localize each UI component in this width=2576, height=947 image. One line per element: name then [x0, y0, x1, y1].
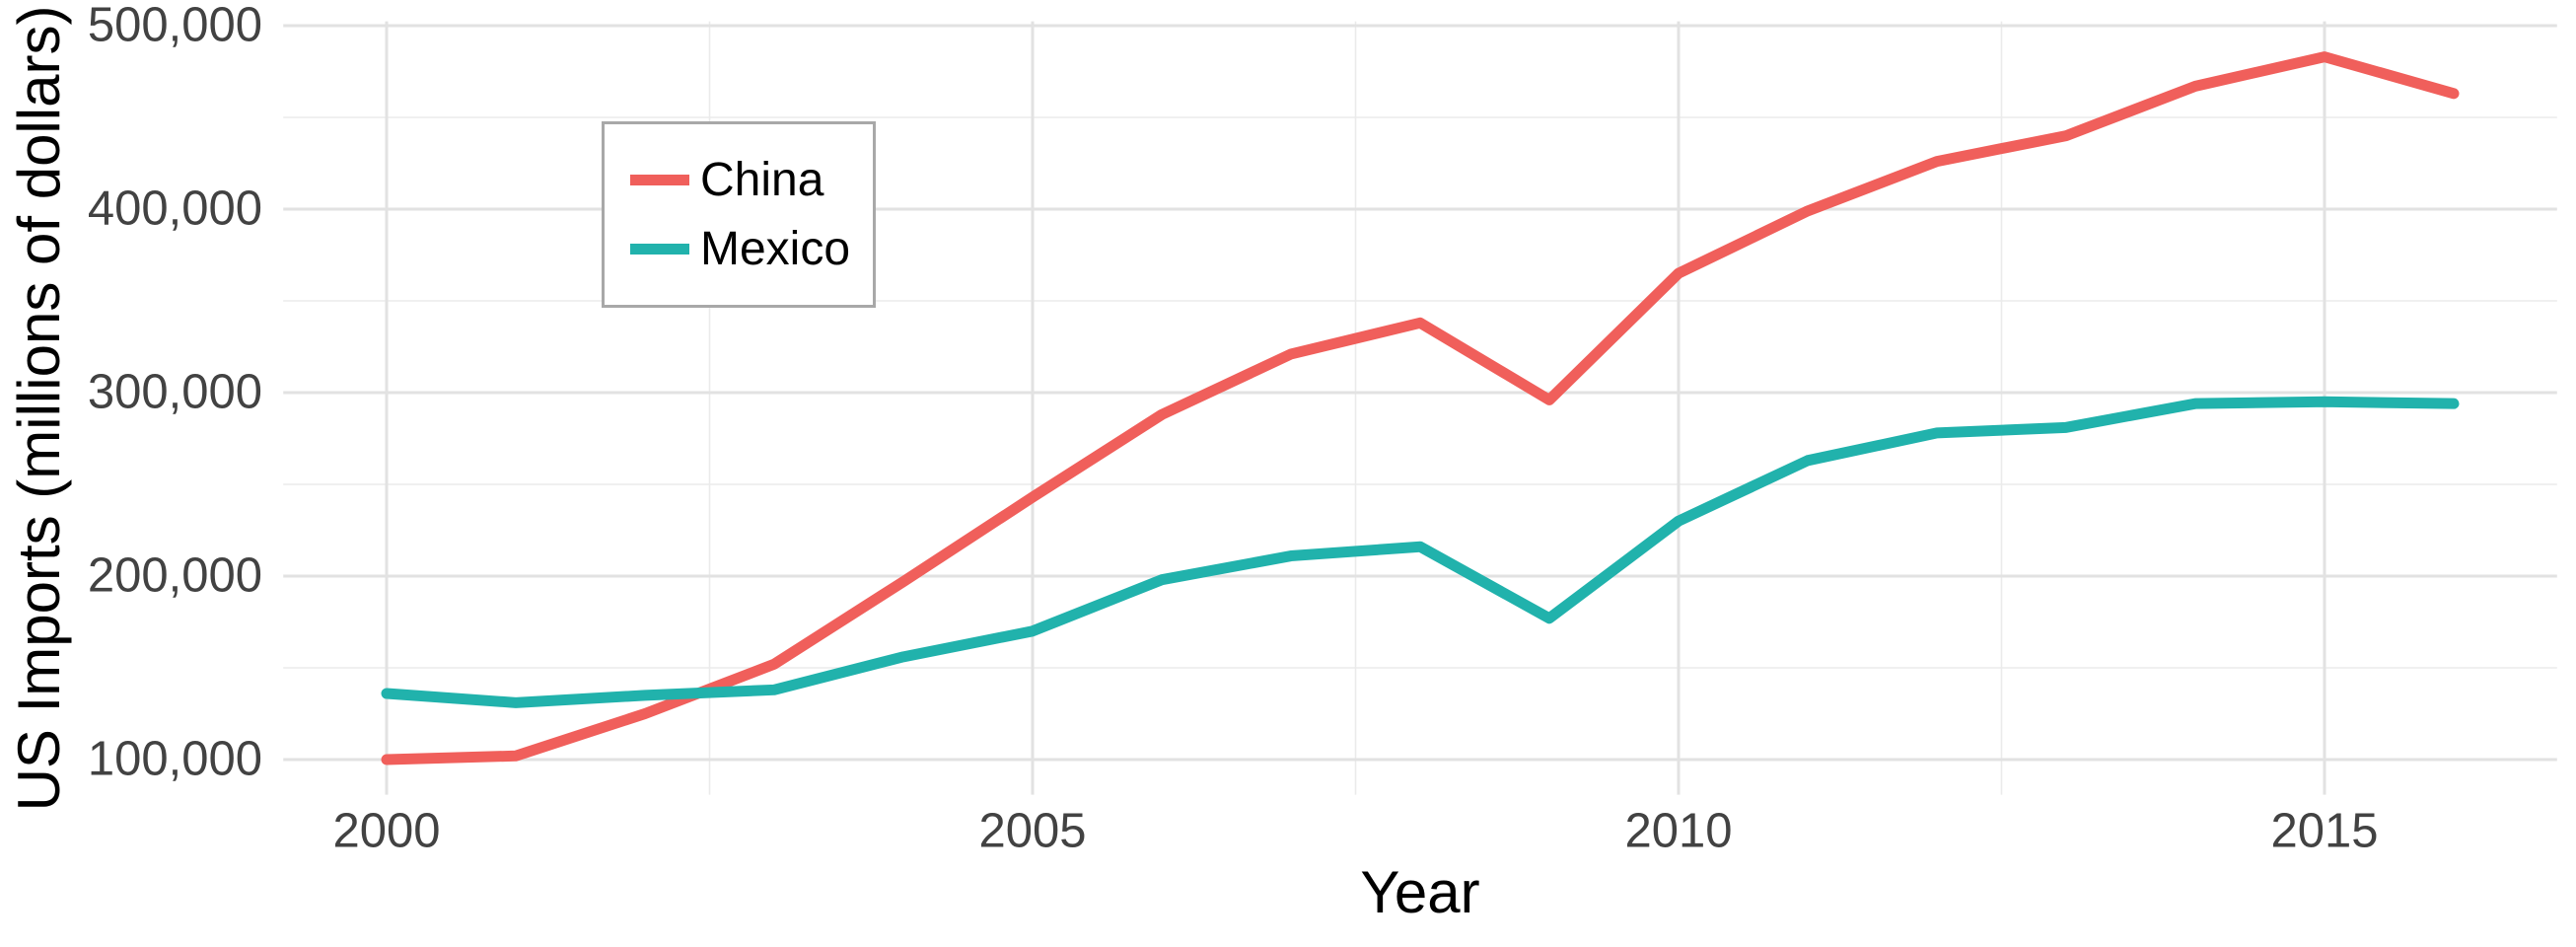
y-tick-label: 500,000 — [87, 0, 262, 52]
legend-label: Mexico — [700, 222, 851, 275]
x-tick-label: 2000 — [332, 804, 441, 858]
legend-swatch-icon — [630, 244, 689, 255]
legend-item-china: China — [630, 146, 873, 215]
x-tick-label: 2005 — [978, 804, 1087, 858]
x-tick-label: 2015 — [2270, 804, 2379, 858]
y-tick-label: 200,000 — [87, 548, 262, 603]
y-tick-label: 300,000 — [87, 365, 262, 419]
y-axis-title: US Imports (millions of dollars) — [6, 5, 72, 812]
legend-label: China — [700, 153, 824, 206]
data-series-lines — [381, 51, 2460, 765]
legend-item-mexico: Mexico — [630, 215, 873, 284]
legend-swatch-icon — [630, 175, 689, 185]
series-line-mexico — [381, 396, 2460, 708]
series-line-china — [381, 51, 2460, 765]
x-tick-label: 2010 — [1624, 804, 1733, 858]
x-axis-title: Year — [1360, 859, 1480, 925]
y-tick-label: 100,000 — [87, 732, 262, 786]
y-tick-label: 400,000 — [87, 182, 262, 236]
legend: China Mexico — [602, 121, 876, 308]
